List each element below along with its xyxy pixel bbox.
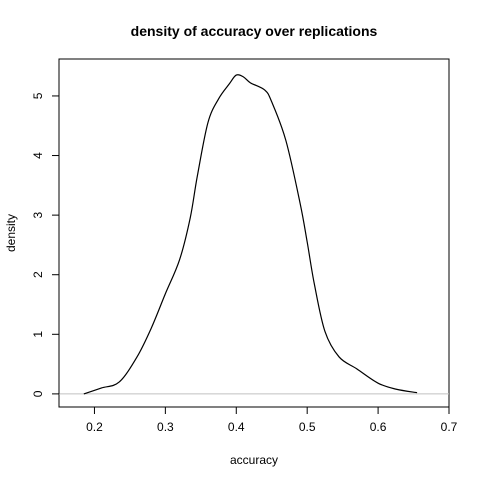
x-tick-label: 0.5 xyxy=(299,420,316,434)
y-tick-label: 5 xyxy=(31,92,45,99)
y-tick-label: 0 xyxy=(31,390,45,397)
y-axis-label: density xyxy=(4,214,18,252)
y-tick-label: 2 xyxy=(31,271,45,278)
y-axis: 0 1 2 3 4 5 xyxy=(31,92,59,397)
density-curve xyxy=(84,75,417,394)
y-tick-label: 1 xyxy=(31,331,45,338)
y-tick-label: 4 xyxy=(31,152,45,159)
chart-title: density of accuracy over replications xyxy=(131,23,378,39)
x-tick-label: 0.2 xyxy=(86,420,103,434)
plot-box xyxy=(59,59,449,407)
x-tick-label: 0.4 xyxy=(228,420,245,434)
x-tick-label: 0.6 xyxy=(370,420,387,434)
x-tick-label: 0.7 xyxy=(441,420,458,434)
y-tick-label: 3 xyxy=(31,211,45,218)
x-axis-label: accuracy xyxy=(230,453,278,467)
x-axis: 0.2 0.3 0.4 0.5 0.6 0.7 xyxy=(86,407,458,434)
x-tick-label: 0.3 xyxy=(157,420,174,434)
series-layer xyxy=(84,75,417,394)
